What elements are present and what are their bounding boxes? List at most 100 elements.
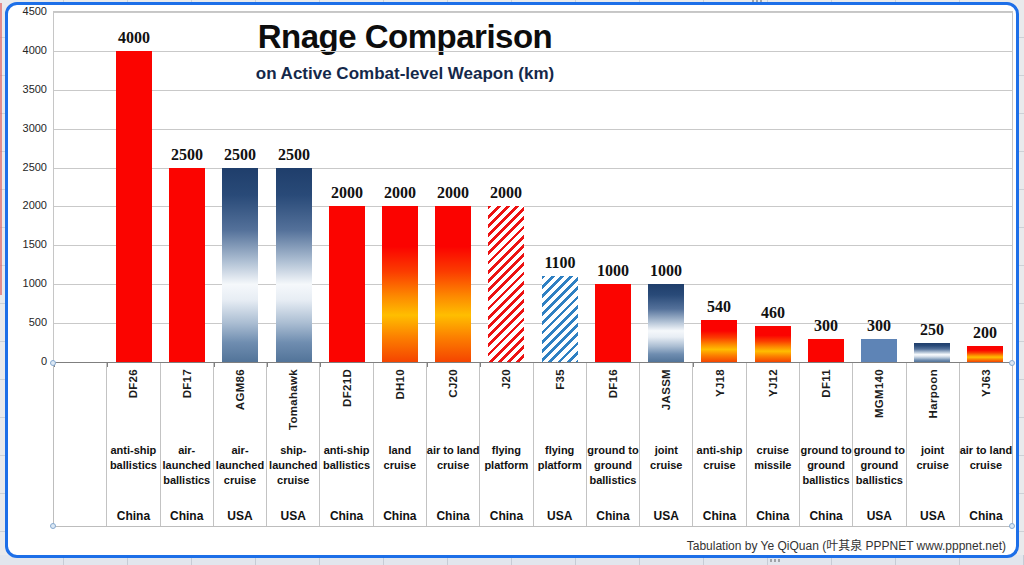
weapon-category: land cruise <box>371 443 429 473</box>
bar-AGM86[interactable] <box>222 168 258 362</box>
category-cell-AGM86: AGM86 air-launched cruise USA <box>214 363 267 526</box>
weapon-name: AGM86 <box>234 369 246 410</box>
data-label: 2000 <box>423 184 483 202</box>
category-cell-Harpoon: Harpoon joint cruise USA <box>907 363 960 526</box>
weapon-category: flying platform <box>477 443 535 473</box>
weapon-name: CJ20 <box>447 369 459 398</box>
bar-DH10[interactable] <box>382 206 418 362</box>
weapon-name: Tomahawk <box>287 369 299 430</box>
category-cell-YJ18: YJ18 anti-ship cruise China <box>693 363 746 526</box>
y-tick-label: 500 <box>0 316 47 328</box>
category-cell-YJ63: YJ63 air to land cruise China <box>960 363 1012 526</box>
empty-category-cell <box>54 363 107 526</box>
data-label: 2000 <box>317 184 377 202</box>
category-cell-YJ12: YJ12cruise missileChina <box>747 363 800 526</box>
category-cell-J20: J20flying platformChina <box>480 363 533 526</box>
weapon-category: joint cruise <box>637 443 695 473</box>
y-tick-label: 3000 <box>0 122 47 134</box>
bar-F35[interactable] <box>542 276 578 362</box>
weapon-country: China <box>960 509 1012 523</box>
bar-DF16[interactable] <box>595 284 631 362</box>
category-cell-CJ20: CJ20air to land cruiseChina <box>427 363 480 526</box>
selection-handle[interactable] <box>1009 523 1015 529</box>
data-label: 1000 <box>636 262 696 280</box>
weapon-category: air to land cruise <box>957 443 1015 473</box>
weapon-country: China <box>800 509 852 523</box>
weapon-country: USA <box>214 509 266 523</box>
weapon-name: MGM140 <box>873 369 885 418</box>
selection-handle[interactable] <box>1009 360 1015 366</box>
weapon-name: YJ63 <box>980 369 992 397</box>
gridline <box>54 90 1012 91</box>
weapon-name: DF21D <box>341 369 353 407</box>
weapon-category: flying platform <box>531 443 589 473</box>
weapon-category: air-launched ballistics <box>158 443 216 488</box>
bar-Tomahawk[interactable] <box>276 168 312 362</box>
weapon-category: air-launched cruise <box>211 443 269 488</box>
category-cell-DF26: DF26 anti-ship ballistics China <box>107 363 160 526</box>
weapon-name: F35 <box>554 369 566 390</box>
weapon-country: China <box>480 509 532 523</box>
category-cell-DF17: DF17air-launched ballisticsChina <box>161 363 214 526</box>
selection-handle[interactable] <box>50 523 56 529</box>
bar-J20[interactable] <box>488 206 524 362</box>
weapon-country: China <box>427 509 479 523</box>
weapon-country: China <box>107 509 159 523</box>
category-cell-DF11: DF11ground to ground ballisticsChina <box>800 363 853 526</box>
data-label: 2000 <box>476 184 536 202</box>
data-label: 300 <box>849 317 909 335</box>
bar-DF26[interactable] <box>116 51 152 362</box>
weapon-name: DF26 <box>127 369 139 398</box>
weapon-name: Harpoon <box>927 369 939 418</box>
weapon-name: YJ18 <box>714 369 726 397</box>
gridline <box>54 12 1012 13</box>
bar-JASSM[interactable] <box>648 284 684 362</box>
weapon-category: anti-ship ballistics <box>104 443 162 473</box>
weapon-category: joint cruise <box>904 443 962 473</box>
weapon-country: China <box>374 509 426 523</box>
weapon-category: anti-ship ballistics <box>318 443 376 473</box>
bar-DF11[interactable] <box>808 339 844 362</box>
weapon-country: China <box>587 509 639 523</box>
data-label: 460 <box>743 304 803 322</box>
category-cell-DF21D: DF21Danti-ship ballisticsChina <box>320 363 373 526</box>
weapon-country: USA <box>640 509 692 523</box>
weapon-name: JASSM <box>660 369 672 410</box>
data-label: 1100 <box>530 254 590 272</box>
bar-Harpoon[interactable] <box>914 343 950 362</box>
column-overflow-mark <box>770 559 782 562</box>
category-axis[interactable]: DF26anti-ship ballisticsChinaDF17air-lau… <box>53 363 1013 527</box>
data-label: 540 <box>689 298 749 316</box>
selection-handle[interactable] <box>50 360 56 366</box>
bar-YJ12[interactable] <box>755 326 791 362</box>
weapon-name: YJ12 <box>767 369 779 397</box>
y-tick-label: 4500 <box>0 5 47 17</box>
bar-CJ20[interactable] <box>435 206 471 362</box>
weapon-country: China <box>693 509 745 523</box>
attribution-text: Tabulation by Ye QiQuan (叶其泉 PPPNET www.… <box>687 536 1006 553</box>
plot-area: 4000250025002500200020002000200011001000… <box>53 11 1013 363</box>
gridline <box>54 51 1012 52</box>
data-label: 2500 <box>157 146 217 164</box>
bar-YJ18[interactable] <box>701 320 737 362</box>
bar-DF21D[interactable] <box>329 206 365 362</box>
category-cell-DH10: DH10land cruiseChina <box>374 363 427 526</box>
weapon-category: ship-launched cruise <box>264 443 322 488</box>
weapon-country: USA <box>534 509 586 523</box>
category-cell-MGM140: MGM140ground to ground ballisticsUSA <box>853 363 906 526</box>
category-cell-F35: F35 flying platform USA <box>534 363 587 526</box>
data-label: 2500 <box>264 146 324 164</box>
bar-MGM140[interactable] <box>861 339 897 362</box>
weapon-country: USA <box>907 509 959 523</box>
y-tick-label: 2500 <box>0 161 47 173</box>
bar-YJ63[interactable] <box>967 346 1003 362</box>
weapon-name: DF16 <box>607 369 619 398</box>
weapon-country: USA <box>853 509 905 523</box>
data-label: 1000 <box>583 262 643 280</box>
weapon-category: anti-ship cruise <box>691 443 749 473</box>
y-axis: 050010001500200025003000350040004500 <box>0 11 47 363</box>
y-tick-label: 0 <box>0 355 47 367</box>
bar-DF17[interactable] <box>169 168 205 362</box>
y-tick-label: 3500 <box>0 83 47 95</box>
category-cell-Tomahawk: Tomahawkship-launched cruiseUSA <box>267 363 320 526</box>
